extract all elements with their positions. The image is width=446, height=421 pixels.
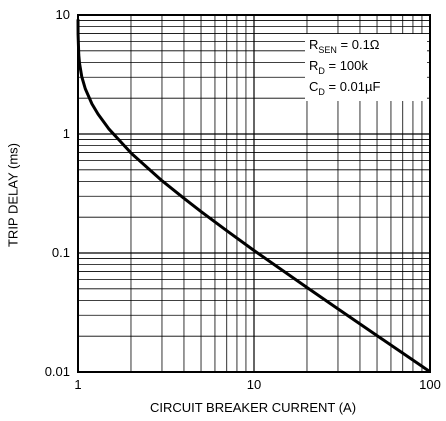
annotation-subscript: D	[318, 66, 325, 76]
x-tick-label: 100	[419, 377, 441, 392]
annotation-text: = 100k	[325, 58, 369, 73]
annotation-box	[305, 34, 427, 101]
x-tick-label: 1	[74, 377, 81, 392]
y-tick-label: 1	[63, 126, 70, 141]
annotation-symbol: C	[309, 79, 318, 94]
annotation-symbol: R	[309, 58, 318, 73]
annotation-text: = 0.1Ω	[337, 37, 380, 52]
y-axis-label: TRIP DELAY (ms)	[5, 143, 20, 247]
x-axis-label: CIRCUIT BREAKER CURRENT (A)	[150, 400, 356, 415]
line	[76, 19, 431, 373]
plot-frame	[77, 14, 431, 373]
y-tick-label: 0.01	[45, 364, 70, 379]
annotation-subscript: SEN	[318, 45, 337, 55]
annotation: RSEN = 0.1Ω	[309, 37, 380, 55]
annotation: RD = 100k	[309, 58, 368, 76]
annotation-subscript: D	[318, 87, 325, 97]
annotation-symbol: R	[309, 37, 318, 52]
y-tick-label: 0.1	[52, 245, 70, 260]
annotation-text: = 0.01µF	[325, 79, 381, 94]
annotation: CD = 0.01µF	[309, 79, 380, 97]
x-tick-label: 10	[247, 377, 261, 392]
y-tick-label: 10	[56, 7, 70, 22]
